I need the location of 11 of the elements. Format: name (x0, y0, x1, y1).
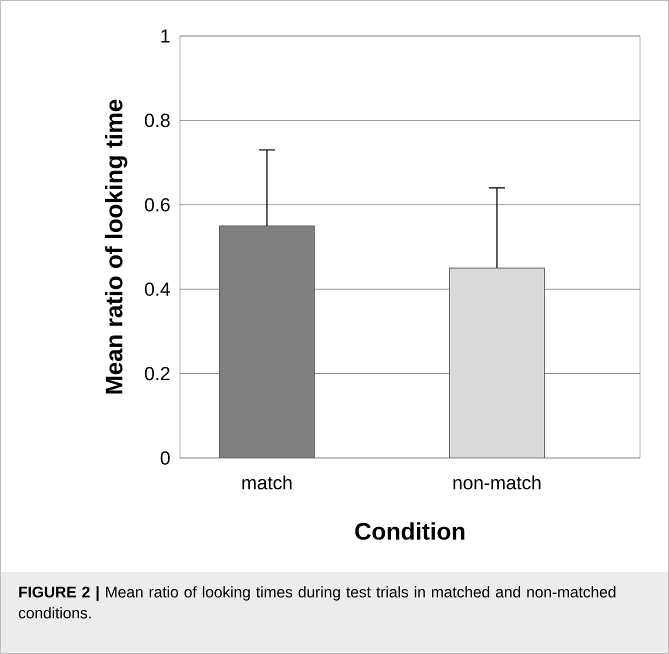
text: FIGURE 2 | Mean ratio of looking times during test trials in matched and non-matched conditions. (18, 586, 616, 618)
x-axis-title: Condition (355, 522, 464, 540)
y-tick-label: 0.6 (144, 198, 170, 212)
y-tick-label: 1 (161, 29, 170, 42)
y-tick-label: 0.4 (144, 282, 170, 296)
x-tick-label: match (242, 476, 292, 490)
y-tick-label: 0 (160, 451, 170, 465)
x-tick-label: non-match (453, 476, 540, 490)
y-axis-title: Mean ratio of looking time (104, 100, 128, 394)
y-tick-label: 0.2 (144, 366, 170, 380)
y-tick-label: 0.8 (144, 114, 170, 128)
